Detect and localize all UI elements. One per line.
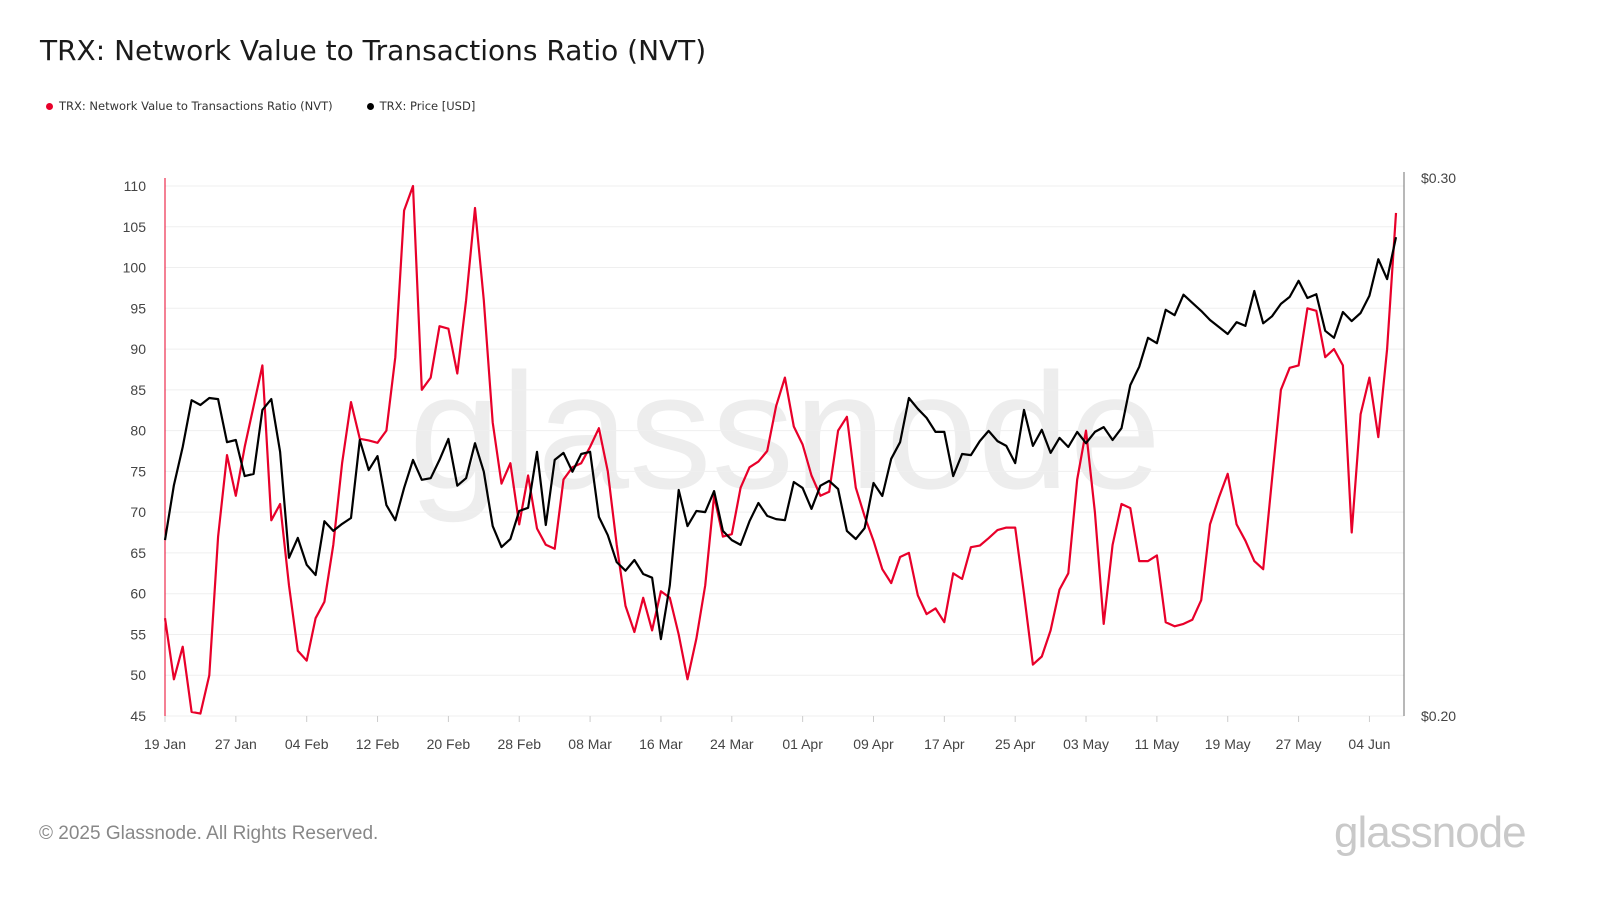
glassnode-logo: glassnode [1334,808,1527,857]
x-tick-label: 17 Apr [924,736,965,752]
chart-title: TRX: Network Value to Transactions Ratio… [40,34,707,67]
y-right-tick-label: $0.30 [1421,170,1456,186]
x-tick-label: 08 Mar [568,736,612,752]
x-tick-label: 03 May [1063,736,1109,752]
y-left-tick-label: 75 [130,463,146,479]
y-left-tick-label: 85 [130,382,146,398]
x-tick-label: 09 Apr [853,736,894,752]
x-tick-label: 28 Feb [497,736,541,752]
x-tick-label: 04 Jun [1348,736,1390,752]
legend-item-price[interactable]: TRX: Price [USD] [366,99,476,113]
y-left-tick-label: 60 [130,586,146,602]
x-tick-label: 01 Apr [782,736,823,752]
y-left-tick-label: 65 [130,545,146,561]
y-left-tick-label: 80 [130,423,146,439]
y-left-tick-label: 45 [130,708,146,724]
legend-label: TRX: Network Value to Transactions Ratio… [59,99,333,113]
copyright-footer: © 2025 Glassnode. All Rights Reserved. [39,823,379,844]
x-tick-label: 20 Feb [427,736,471,752]
legend: TRX: Network Value to Transactions Ratio… [46,99,475,113]
y-left-tick-label: 50 [130,667,146,683]
legend-label: TRX: Price [USD] [379,99,476,113]
legend-dot-icon [46,102,53,110]
y-right-tick-label: $0.20 [1421,708,1456,724]
x-tick-label: 27 May [1276,736,1322,752]
x-tick-label: 11 May [1134,736,1179,752]
legend-item-nvt[interactable]: TRX: Network Value to Transactions Ratio… [46,99,333,113]
legend-dot-icon [366,102,374,110]
x-tick-label: 16 Mar [639,736,683,752]
x-tick-label: 12 Feb [356,736,400,752]
x-tick-label: 19 May [1205,736,1251,752]
y-left-tick-label: 110 [124,178,147,194]
x-tick-label: 19 Jan [144,736,186,752]
y-left-tick-label: 105 [123,219,147,235]
y-left-tick-label: 55 [130,626,146,642]
price-series-line [163,236,1398,641]
y-left-tick-label: 70 [130,504,146,520]
x-tick-label: 24 Mar [710,736,754,752]
x-tick-label: 27 Jan [215,736,257,752]
y-left-tick-label: 90 [130,341,146,357]
y-left-tick-label: 95 [130,300,146,316]
y-left-tick-label: 100 [123,260,147,276]
nvt-series-line [163,184,1398,715]
x-tick-label: 25 Apr [995,736,1036,752]
x-tick-label: 04 Feb [285,736,329,752]
